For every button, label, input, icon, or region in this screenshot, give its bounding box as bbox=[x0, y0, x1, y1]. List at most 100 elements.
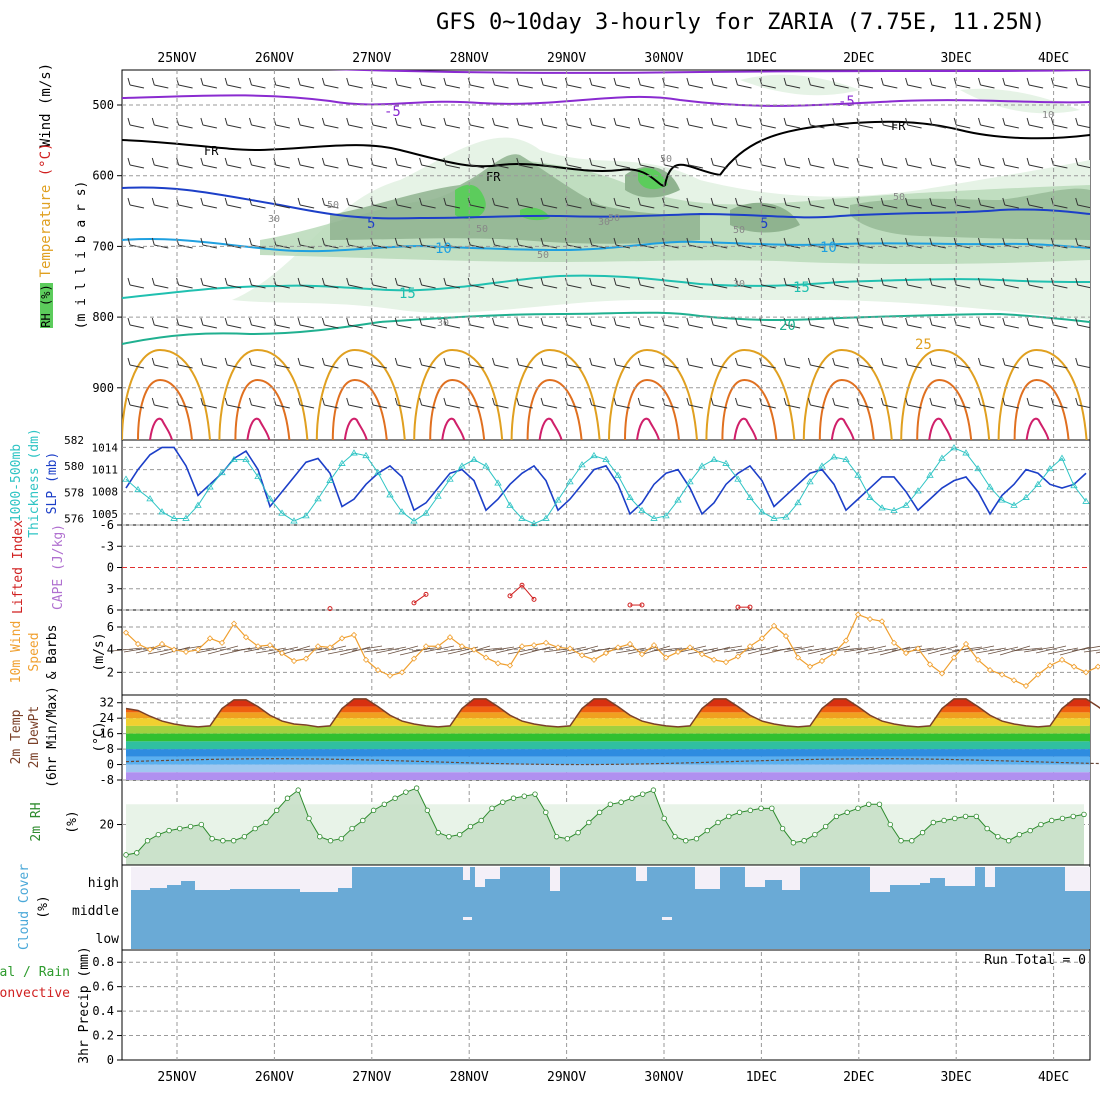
thickness-point bbox=[962, 449, 970, 456]
temp-band bbox=[126, 698, 1090, 707]
rh-point bbox=[909, 838, 915, 844]
wind-speed-point bbox=[338, 635, 346, 642]
wind-speed-point bbox=[1094, 663, 1100, 670]
wind-barb bbox=[856, 317, 874, 329]
wind-barb bbox=[564, 117, 582, 129]
wind-barb bbox=[1002, 117, 1019, 129]
wind-barb bbox=[963, 645, 995, 653]
thickness-point bbox=[230, 455, 238, 463]
rh-point bbox=[866, 801, 872, 807]
wind-barb bbox=[315, 645, 347, 654]
wind-barb bbox=[978, 237, 995, 249]
wind-barb bbox=[346, 77, 363, 89]
slp-tick-label: 1005 bbox=[92, 508, 119, 521]
thickness-point bbox=[794, 498, 802, 506]
wind-barb bbox=[321, 157, 339, 169]
wind-barb bbox=[613, 77, 631, 89]
temp-bump-30 bbox=[234, 378, 291, 440]
thickness-point bbox=[866, 493, 874, 500]
rh-point bbox=[1005, 838, 1012, 844]
wind-speed-point bbox=[170, 646, 178, 653]
thickness-point bbox=[242, 455, 250, 463]
rh-point bbox=[295, 787, 301, 793]
wind-barb bbox=[394, 317, 412, 329]
wind-barb bbox=[224, 157, 242, 169]
rh-label: 10 bbox=[1042, 110, 1054, 121]
rh-point bbox=[273, 807, 280, 814]
thickness-point bbox=[374, 468, 382, 476]
wind-barb bbox=[1026, 237, 1044, 249]
date-label-bottom: 4DEC bbox=[1038, 1070, 1069, 1085]
wind-speed-point bbox=[506, 662, 514, 669]
thickness-point bbox=[362, 451, 370, 459]
wind-barb bbox=[224, 397, 242, 409]
wind-barb bbox=[394, 197, 412, 209]
thickness-point bbox=[854, 471, 862, 478]
wind-barb bbox=[435, 647, 467, 654]
rh-point bbox=[177, 825, 183, 832]
wind-barb bbox=[339, 646, 371, 656]
thickness-point bbox=[674, 496, 682, 503]
thickness-point bbox=[722, 459, 730, 466]
rh-point bbox=[306, 815, 312, 822]
temp-bump-35 bbox=[538, 417, 563, 440]
wind-barb bbox=[929, 197, 947, 209]
thickness-point bbox=[422, 509, 430, 516]
date-label-top: 29NOV bbox=[547, 51, 586, 66]
rh-point bbox=[995, 833, 1001, 840]
wind-barb bbox=[321, 317, 339, 329]
wind-barb bbox=[1002, 317, 1019, 329]
wind-speed-point bbox=[758, 635, 766, 642]
wind-barb bbox=[1075, 277, 1090, 289]
wind10-ylabels: 10m Wind Speed & Barbs (m/s) bbox=[9, 621, 107, 684]
contour-label: 25 bbox=[915, 337, 932, 353]
wind-speed-point bbox=[830, 650, 838, 657]
thickness-point bbox=[434, 492, 442, 499]
thickness-point bbox=[1058, 454, 1066, 461]
wind-barb bbox=[346, 197, 363, 209]
wind-barb bbox=[370, 157, 388, 169]
contour-label: 5 bbox=[760, 216, 768, 232]
thickness-point bbox=[926, 471, 934, 478]
wind-barb bbox=[613, 277, 631, 289]
wind-barb bbox=[467, 317, 485, 329]
y-tick-label: 600 bbox=[92, 169, 114, 183]
rh-point bbox=[790, 840, 797, 846]
wind-barb bbox=[564, 317, 582, 329]
y-tick-label: 800 bbox=[92, 310, 114, 324]
thickness-point bbox=[938, 454, 946, 461]
wind-barb bbox=[613, 317, 631, 329]
temp-bump-30 bbox=[721, 378, 778, 440]
wind-barb bbox=[686, 157, 704, 169]
wind10-plot bbox=[111, 611, 1100, 689]
rh-point bbox=[166, 827, 172, 834]
wind-barb bbox=[613, 357, 631, 369]
wind-barb bbox=[613, 197, 631, 209]
cloud-gap bbox=[930, 867, 945, 878]
rh-point bbox=[370, 807, 377, 814]
rh-point bbox=[500, 799, 506, 805]
y-tick-label: 0.6 bbox=[92, 980, 114, 994]
rh-label: 50 bbox=[893, 192, 905, 203]
wind-speed-point bbox=[794, 654, 802, 661]
cloud-level-low: low bbox=[96, 932, 120, 947]
y-tick-label: 0 bbox=[107, 1053, 114, 1067]
wind-barb bbox=[419, 197, 436, 209]
date-label-bottom: 3DEC bbox=[941, 1070, 972, 1085]
wind-speed-point bbox=[674, 648, 682, 655]
rh-label: 50 bbox=[476, 224, 488, 235]
rh-point bbox=[489, 805, 495, 812]
wind-barb bbox=[394, 277, 412, 289]
wind-barb bbox=[419, 397, 436, 409]
date-label-bottom: 2DEC bbox=[843, 1070, 874, 1085]
rh-point bbox=[456, 831, 463, 838]
rh-point bbox=[704, 827, 710, 834]
wind-barb bbox=[832, 197, 849, 209]
wind-barb bbox=[321, 77, 339, 89]
date-label-bottom: 27NOV bbox=[352, 1070, 391, 1085]
wind-barb bbox=[249, 277, 266, 289]
wind-barb bbox=[675, 645, 707, 654]
wind-barb bbox=[613, 157, 631, 169]
cloud-gap bbox=[300, 867, 338, 892]
upper-ylabels: (m i l l i b a r s) Wind (m/s) Temperatu… bbox=[38, 63, 89, 330]
